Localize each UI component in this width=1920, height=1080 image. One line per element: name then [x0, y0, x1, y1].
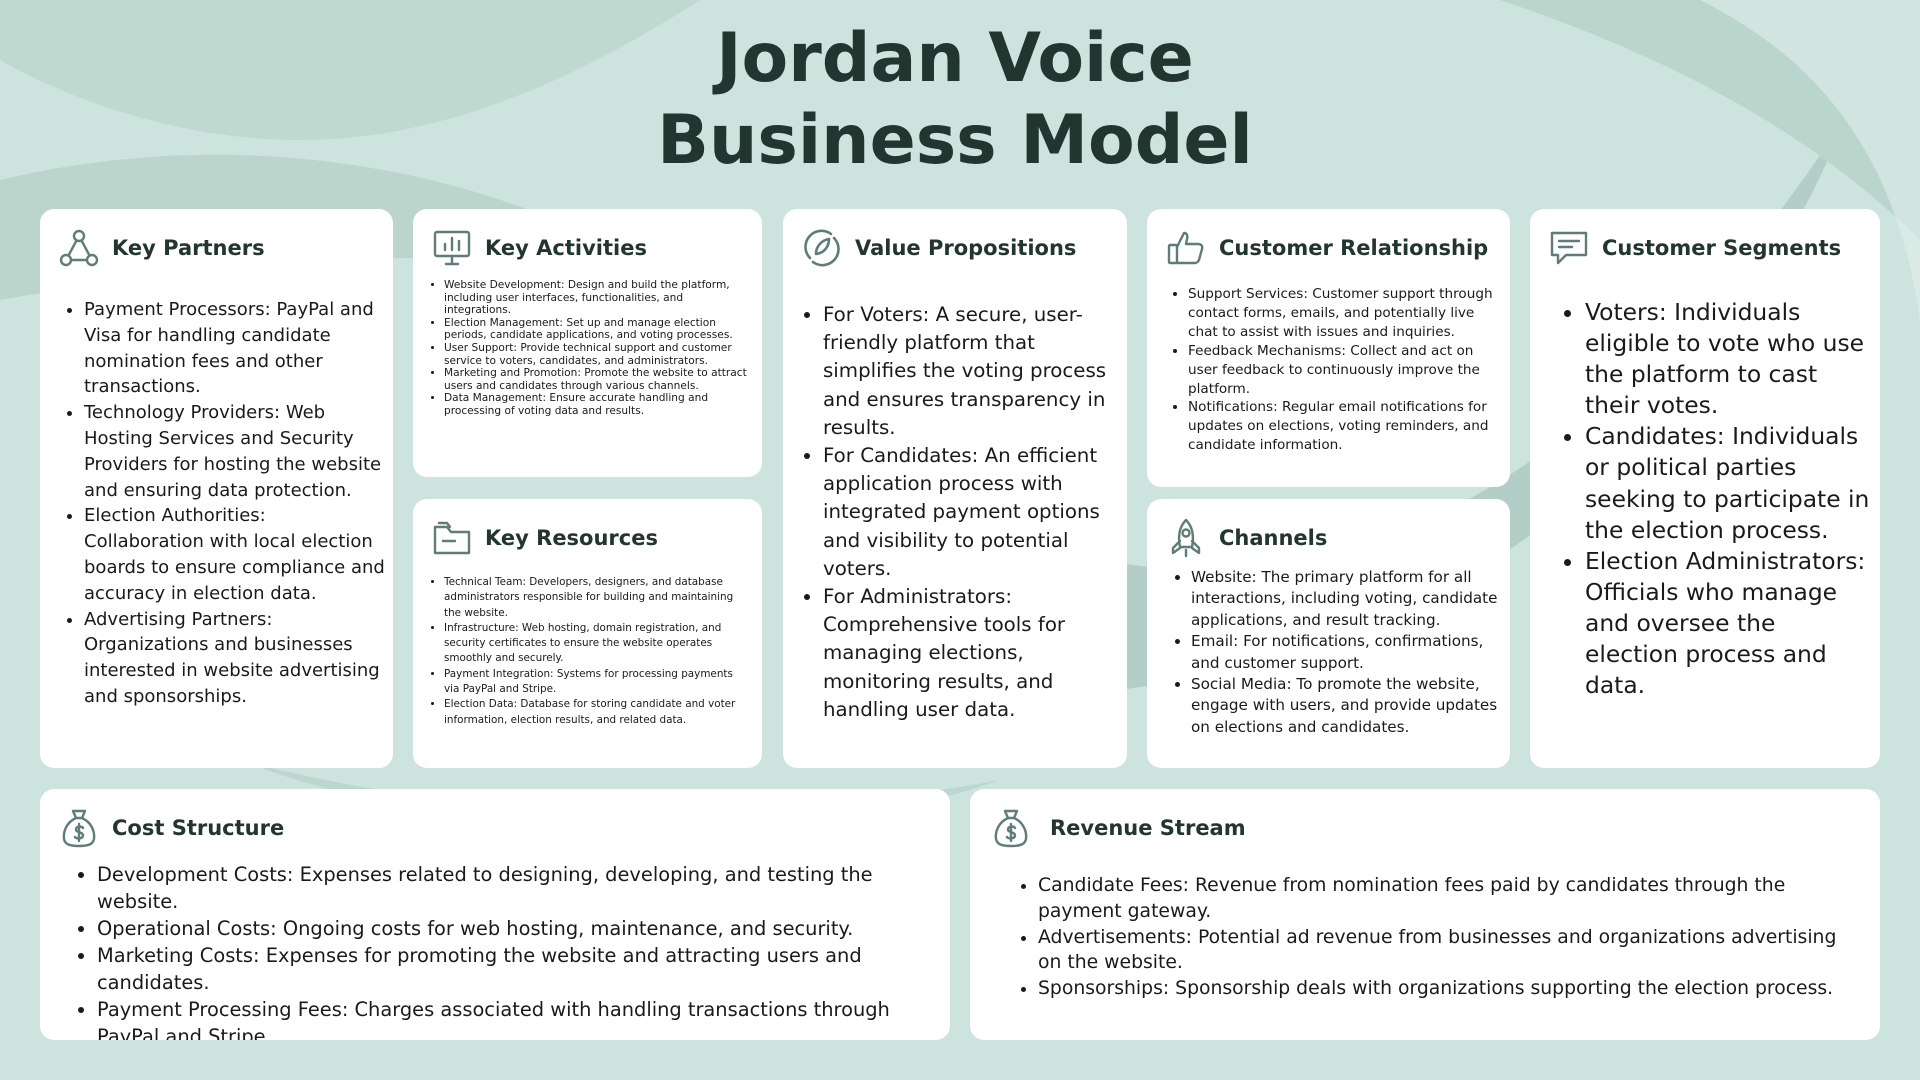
- list-item: Feedback Mechanisms: Collect and act on …: [1188, 342, 1498, 399]
- list-item: Technical Team: Developers, designers, a…: [444, 575, 748, 621]
- card-title: Customer Segments: [1602, 236, 1842, 260]
- key-partners-card: Key Partners Payment Processors: PayPal …: [40, 209, 393, 768]
- list-item: Marketing and Promotion: Promote the web…: [444, 367, 748, 392]
- card-header: Channels: [1165, 517, 1327, 559]
- list-item: Infrastructure: Web hosting, domain regi…: [444, 621, 748, 667]
- key-partners-list: Payment Processors: PayPal and Visa for …: [84, 297, 387, 710]
- revenue-stream-list: Candidate Fees: Revenue from nomination …: [1038, 873, 1860, 1002]
- refresh-leaf-icon: [801, 227, 843, 269]
- card-title: Customer Relationship: [1219, 236, 1489, 260]
- list-item: For Voters: A secure, user-friendly plat…: [823, 301, 1117, 442]
- chat-bubble-icon: [1548, 227, 1590, 269]
- list-item: Election Authorities: Collaboration with…: [84, 503, 387, 606]
- list-item: Election Administrators: Officials who m…: [1585, 546, 1872, 701]
- list-item: For Candidates: An efficient application…: [823, 442, 1117, 583]
- list-item: For Administrators: Comprehensive tools …: [823, 583, 1117, 724]
- card-header: Cost Structure: [58, 807, 284, 849]
- list-item: Development Costs: Expenses related to d…: [97, 861, 936, 915]
- card-title: Key Resources: [485, 526, 658, 550]
- card-header: Key Partners: [58, 227, 265, 269]
- card-title: Value Propositions: [855, 236, 1077, 260]
- list-item: Payment Integration: Systems for process…: [444, 667, 748, 698]
- key-resources-card: Key Resources Technical Team: Developers…: [413, 499, 762, 768]
- presentation-chart-icon: [431, 227, 473, 269]
- customer-segments-list: Voters: Individuals eligible to vote who…: [1585, 297, 1872, 701]
- revenue-stream-card: Revenue Stream Candidate Fees: Revenue f…: [970, 789, 1880, 1040]
- list-item: Support Services: Customer support throu…: [1188, 285, 1498, 342]
- card-header: Key Activities: [431, 227, 647, 269]
- card-header: Value Propositions: [801, 227, 1076, 269]
- card-header: Revenue Stream: [990, 807, 1246, 849]
- card-header: Key Resources: [431, 517, 658, 559]
- customer-segments-card: Customer Segments Voters: Individuals el…: [1530, 209, 1880, 768]
- list-item: Website Development: Design and build th…: [444, 279, 748, 317]
- card-header: Customer Segments: [1548, 227, 1841, 269]
- list-item: Data Management: Ensure accurate handlin…: [444, 392, 748, 417]
- value-propositions-card: Value Propositions For Voters: A secure,…: [783, 209, 1127, 768]
- list-item: Election Data: Database for storing cand…: [444, 697, 748, 728]
- list-item: Payment Processing Fees: Charges associa…: [97, 996, 936, 1040]
- rocket-icon: [1165, 517, 1207, 559]
- card-title: Key Partners: [112, 236, 265, 260]
- title-line-2: Business Model: [657, 101, 1253, 180]
- list-item: Social Media: To promote the website, en…: [1191, 674, 1500, 738]
- money-bag-icon: [990, 807, 1032, 849]
- card-title: Cost Structure: [112, 816, 285, 840]
- folder-icon: [431, 517, 473, 559]
- channels-card: Channels Website: The primary platform f…: [1147, 499, 1510, 768]
- customer-relationship-list: Support Services: Customer support throu…: [1188, 285, 1498, 455]
- cost-structure-card: Cost Structure Development Costs: Expens…: [40, 789, 950, 1040]
- list-item: Advertising Partners: Organizations and …: [84, 607, 387, 710]
- key-activities-card: Key Activities Website Development: Desi…: [413, 209, 762, 477]
- list-item: Email: For notifications, confirmations,…: [1191, 631, 1500, 674]
- money-bag-icon: [58, 807, 100, 849]
- list-item: Payment Processors: PayPal and Visa for …: [84, 297, 387, 400]
- list-item: Candidates: Individuals or political par…: [1585, 421, 1872, 545]
- list-item: Website: The primary platform for all in…: [1191, 567, 1500, 631]
- thumbs-up-icon: [1165, 227, 1207, 269]
- cost-structure-list: Development Costs: Expenses related to d…: [97, 861, 936, 1040]
- customer-relationship-card: Customer Relationship Support Services: …: [1147, 209, 1510, 487]
- page-title: Jordan Voice Business Model: [0, 18, 1910, 182]
- title-line-1: Jordan Voice: [716, 19, 1194, 98]
- list-item: Voters: Individuals eligible to vote who…: [1585, 297, 1872, 421]
- list-item: Sponsorships: Sponsorship deals with org…: [1038, 976, 1860, 1002]
- key-resources-list: Technical Team: Developers, designers, a…: [444, 575, 748, 728]
- list-item: Operational Costs: Ongoing costs for web…: [97, 915, 936, 942]
- list-item: Advertisements: Potential ad revenue fro…: [1038, 925, 1860, 977]
- list-item: Candidate Fees: Revenue from nomination …: [1038, 873, 1860, 925]
- card-title: Revenue Stream: [1050, 816, 1246, 840]
- card-title: Channels: [1219, 526, 1328, 550]
- channels-list: Website: The primary platform for all in…: [1191, 567, 1500, 738]
- list-item: Election Management: Set up and manage e…: [444, 317, 748, 342]
- list-item: User Support: Provide technical support …: [444, 342, 748, 367]
- list-item: Marketing Costs: Expenses for promoting …: [97, 942, 936, 996]
- list-item: Technology Providers: Web Hosting Servic…: [84, 400, 387, 503]
- network-nodes-icon: [58, 227, 100, 269]
- value-propositions-list: For Voters: A secure, user-friendly plat…: [823, 301, 1117, 724]
- list-item: Notifications: Regular email notificatio…: [1188, 398, 1498, 455]
- card-header: Customer Relationship: [1165, 227, 1488, 269]
- key-activities-list: Website Development: Design and build th…: [444, 279, 748, 418]
- card-title: Key Activities: [485, 236, 647, 260]
